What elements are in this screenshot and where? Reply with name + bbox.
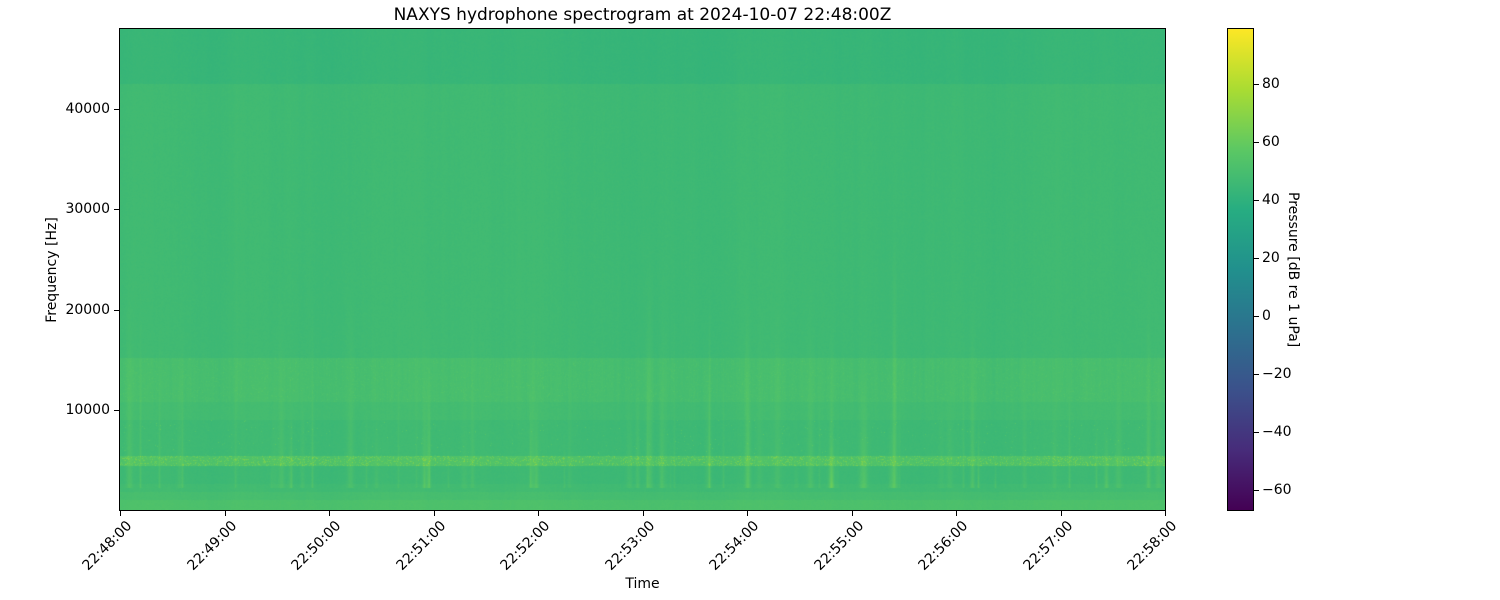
x-tick-label: 22:57:00 — [1020, 518, 1076, 574]
colorbar-tick-label: 60 — [1262, 134, 1280, 150]
x-tick-mark — [433, 511, 435, 516]
x-tick-mark — [851, 511, 853, 516]
colorbar-tick-label: −40 — [1262, 423, 1292, 440]
colorbar-tick-label: 20 — [1262, 249, 1280, 266]
colorbar-tick-mark — [1254, 257, 1259, 259]
y-tick-mark — [114, 109, 119, 111]
y-tick-label: 20000 — [65, 301, 110, 318]
plot-area — [119, 28, 1166, 511]
colorbar-tick-mark — [1254, 84, 1259, 86]
colorbar-tick-mark — [1254, 431, 1259, 433]
x-tick-mark — [224, 511, 226, 516]
x-tick-mark — [120, 511, 121, 516]
colorbar-tick-label: 40 — [1262, 191, 1280, 208]
x-tick-label: 22:51:00 — [393, 518, 449, 574]
x-tick-label: 22:53:00 — [602, 518, 658, 574]
colorbar-label: Pressure [dB re 1 uPa] — [1285, 191, 1301, 348]
colorbar-tick-mark — [1254, 142, 1259, 143]
x-tick-label: 22:48:00 — [79, 518, 136, 574]
y-tick-mark — [114, 309, 119, 311]
y-tick-label: 30000 — [65, 201, 110, 218]
spectrogram-canvas — [120, 29, 1165, 510]
y-tick-mark — [114, 409, 119, 411]
x-tick-mark — [747, 511, 748, 516]
colorbar-tick-label: 0 — [1262, 307, 1271, 324]
colorbar-tick-mark — [1254, 373, 1259, 375]
x-tick-label: 22:49:00 — [184, 518, 240, 574]
x-tick-label: 22:52:00 — [497, 518, 554, 574]
x-tick-mark — [1165, 511, 1166, 516]
chart-title: NAXYS hydrophone spectrogram at 2024-10-… — [393, 5, 892, 25]
x-tick-label: 22:58:00 — [1124, 518, 1181, 574]
x-tick-label: 22:54:00 — [706, 518, 763, 574]
x-tick-mark — [642, 511, 644, 516]
colorbar-tick-mark — [1254, 315, 1259, 317]
x-tick-label: 22:50:00 — [288, 518, 345, 574]
y-tick-label: 40000 — [65, 101, 110, 118]
x-tick-mark — [538, 511, 539, 516]
x-tick-label: 22:56:00 — [915, 518, 972, 574]
x-tick-mark — [956, 511, 957, 516]
y-tick-label: 10000 — [65, 401, 110, 418]
x-tick-mark — [329, 511, 330, 516]
x-tick-mark — [1060, 511, 1062, 516]
x-axis-label: Time — [625, 576, 660, 592]
colorbar-tick-mark — [1254, 199, 1259, 201]
colorbar — [1227, 28, 1254, 511]
colorbar-tick-label: −20 — [1262, 365, 1292, 382]
y-tick-mark — [114, 209, 119, 211]
x-tick-label: 22:55:00 — [811, 518, 867, 574]
colorbar-tick-label: −60 — [1262, 481, 1292, 498]
colorbar-tick-mark — [1254, 489, 1259, 491]
colorbar-tick-label: 80 — [1262, 76, 1280, 93]
